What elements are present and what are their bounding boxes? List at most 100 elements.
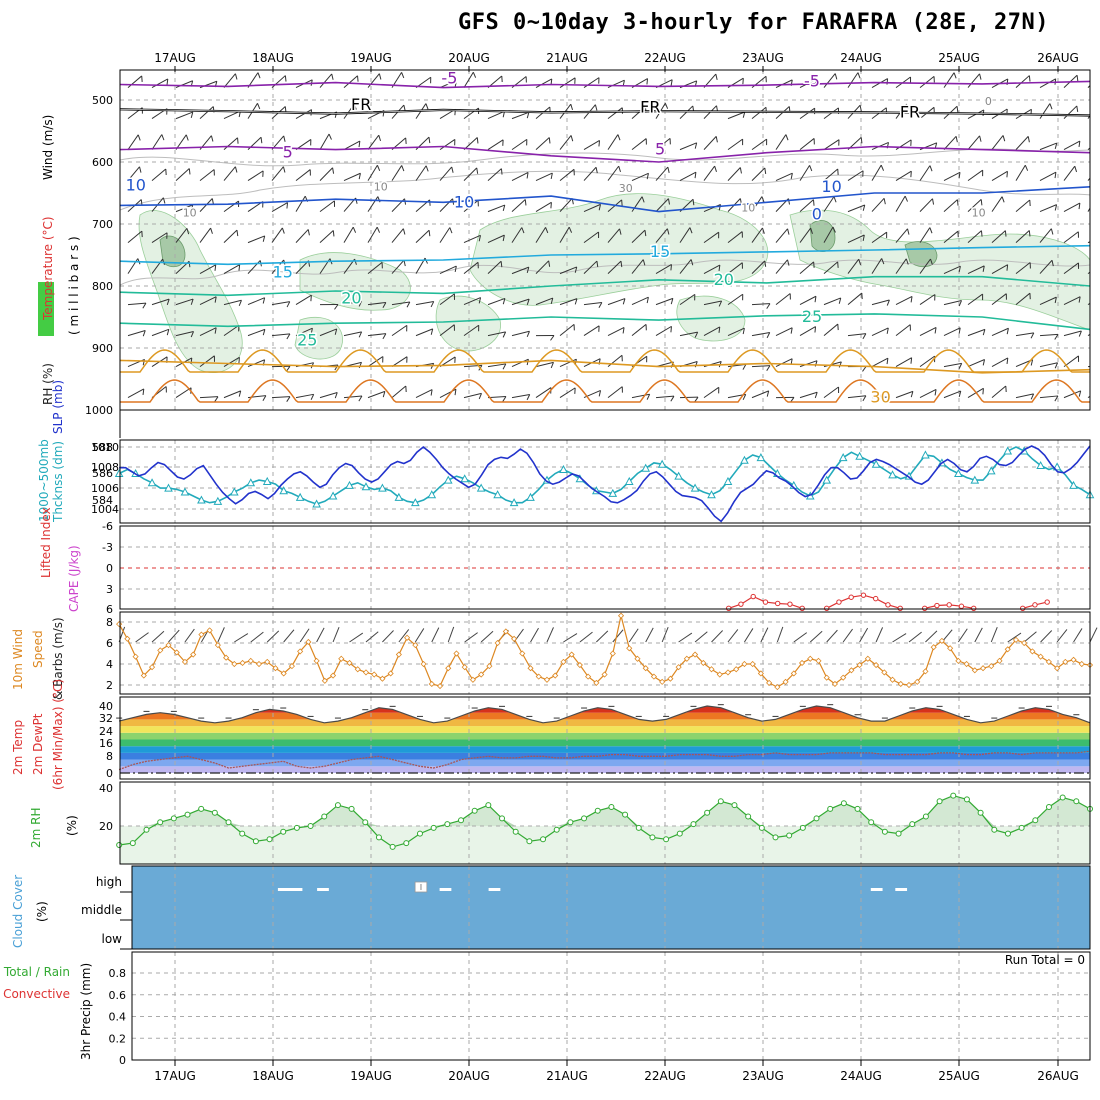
thickness-point xyxy=(427,490,437,499)
wind-speed-point xyxy=(527,665,534,672)
barb-flag xyxy=(238,300,242,307)
thickness-point xyxy=(345,480,354,489)
ylabel-rh-unit: (%) xyxy=(65,815,79,836)
wind-speed-point xyxy=(190,651,197,658)
barb xyxy=(1063,296,1081,306)
barb-flag xyxy=(764,167,767,174)
thickness-point xyxy=(526,492,535,501)
barb-flag xyxy=(524,199,527,206)
temp-band xyxy=(120,759,1090,767)
barb-flag xyxy=(310,328,313,335)
barb-flag xyxy=(596,260,599,268)
barb xyxy=(367,333,386,337)
barb xyxy=(175,111,193,120)
wind-speed-point xyxy=(321,677,328,684)
sfc-barb xyxy=(595,630,609,643)
barb-flag xyxy=(449,227,453,234)
barb xyxy=(775,327,793,337)
wind-speed-point xyxy=(840,674,847,681)
barb xyxy=(919,227,931,243)
barb-flag xyxy=(139,166,142,173)
barb xyxy=(223,200,239,213)
ytick-p600: 600 xyxy=(92,156,113,169)
barb xyxy=(271,301,290,306)
barb xyxy=(799,360,818,368)
barb xyxy=(1015,292,1031,305)
rh-point xyxy=(512,828,519,835)
contour-label: 30 xyxy=(619,182,633,195)
thickness-point xyxy=(888,470,897,479)
cloud-mark xyxy=(317,888,329,891)
contour-label: 0 xyxy=(985,95,992,108)
li-tick: 3 xyxy=(106,583,113,596)
barb xyxy=(247,235,265,244)
thick-tick: 586 xyxy=(92,467,113,480)
barb-flag xyxy=(550,202,552,209)
wind-tick: 4 xyxy=(106,658,113,671)
barb-flag xyxy=(161,134,165,141)
barb xyxy=(703,204,721,213)
barb-flag xyxy=(982,329,986,336)
barb xyxy=(175,134,187,150)
temp-tick: 32 xyxy=(99,712,113,725)
barb xyxy=(295,195,306,212)
thickness-point xyxy=(641,463,651,472)
barb-flag xyxy=(742,328,745,335)
thickness-point xyxy=(559,464,568,474)
barb xyxy=(127,75,143,88)
sfc-barb xyxy=(365,631,379,643)
barb xyxy=(295,260,309,274)
barb xyxy=(943,327,961,337)
rh-point xyxy=(348,805,355,812)
barb-flag xyxy=(886,396,891,403)
sfc-barb xyxy=(859,627,869,643)
precip-label-total: Total / Rain xyxy=(3,965,70,979)
rh-point xyxy=(567,819,574,826)
barb xyxy=(487,204,505,213)
isotherm-5 xyxy=(120,145,1090,163)
barb xyxy=(799,227,812,243)
barb xyxy=(991,385,1007,398)
thickness-point xyxy=(921,450,930,459)
wind-speed-point xyxy=(173,649,180,656)
barb-flag xyxy=(910,391,914,398)
barb-flag xyxy=(906,103,909,110)
barb xyxy=(871,231,887,244)
rh-point xyxy=(840,800,847,807)
rh-legend-swatch xyxy=(38,282,54,336)
barb-flag xyxy=(814,326,817,333)
barb-flag xyxy=(832,226,836,233)
barb xyxy=(871,164,882,181)
wind-speed-point xyxy=(148,664,156,671)
barb xyxy=(727,327,745,337)
barb xyxy=(319,133,330,150)
barb xyxy=(583,231,599,244)
barb xyxy=(487,331,506,337)
barb-flag xyxy=(358,395,363,402)
barb xyxy=(775,172,793,182)
sfc-barb xyxy=(217,627,225,643)
sfc-barb xyxy=(168,629,180,643)
barb-flag xyxy=(982,265,985,272)
barb xyxy=(871,258,883,274)
barb-flag xyxy=(190,298,194,305)
wind-speed-point xyxy=(938,637,945,644)
barb xyxy=(823,297,841,306)
barb xyxy=(511,393,530,399)
barb-flag xyxy=(646,78,649,85)
barb-flag xyxy=(715,73,718,80)
lifted-index-point xyxy=(836,599,842,605)
barb xyxy=(823,386,839,399)
ylabel-temp: Temperature (°C) xyxy=(41,216,55,321)
barb-flag xyxy=(478,393,482,400)
barb xyxy=(151,328,170,337)
barb xyxy=(439,198,453,212)
wind-speed-point xyxy=(683,655,690,662)
wind-speed-point xyxy=(692,651,699,658)
barb-flag xyxy=(859,105,862,112)
isotherms xyxy=(120,80,1090,403)
barb-flag xyxy=(262,235,266,242)
barb-flag xyxy=(1054,142,1058,149)
sfc-barb xyxy=(480,630,494,643)
